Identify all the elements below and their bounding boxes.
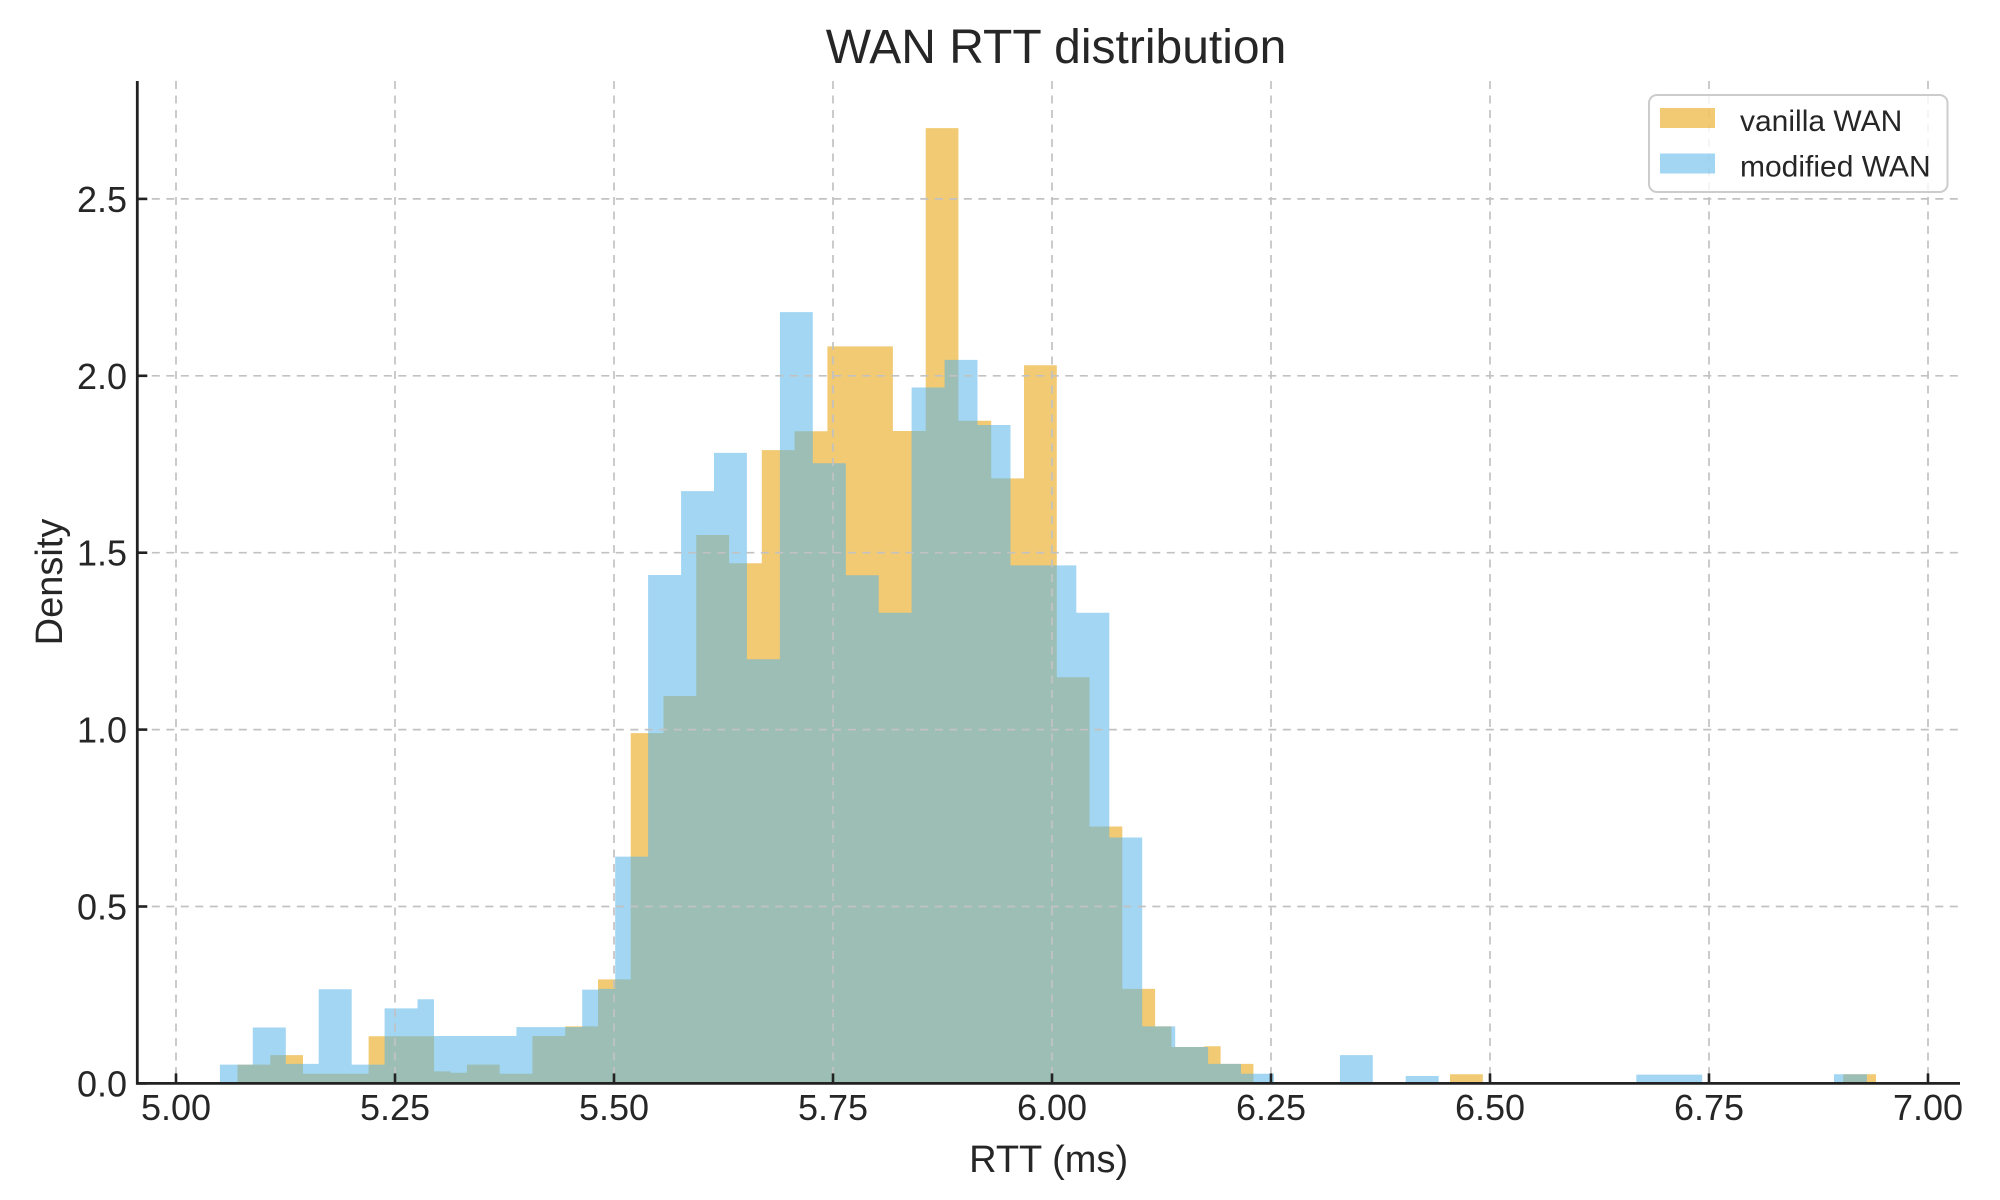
svg-text:WAN RTT distribution: WAN RTT distribution	[826, 21, 1287, 74]
svg-text:Density: Density	[29, 519, 71, 646]
svg-text:5.50: 5.50	[579, 1087, 649, 1128]
svg-text:6.75: 6.75	[1674, 1087, 1744, 1128]
svg-text:1.5: 1.5	[77, 533, 127, 574]
svg-text:0.0: 0.0	[77, 1063, 127, 1104]
svg-text:5.25: 5.25	[360, 1087, 430, 1128]
svg-text:2.5: 2.5	[77, 179, 127, 220]
svg-text:7.00: 7.00	[1893, 1087, 1963, 1128]
svg-text:5.75: 5.75	[798, 1087, 868, 1128]
svg-text:6.50: 6.50	[1455, 1087, 1525, 1128]
svg-text:5.00: 5.00	[141, 1087, 211, 1128]
svg-text:2.0: 2.0	[77, 356, 127, 397]
svg-text:0.5: 0.5	[77, 887, 127, 928]
svg-text:1.0: 1.0	[77, 710, 127, 751]
svg-text:6.25: 6.25	[1236, 1087, 1306, 1128]
svg-text:modified WAN: modified WAN	[1740, 151, 1931, 184]
svg-text:vanilla WAN: vanilla WAN	[1740, 105, 1902, 138]
svg-text:RTT (ms): RTT (ms)	[969, 1139, 1128, 1181]
svg-text:6.00: 6.00	[1017, 1087, 1087, 1128]
